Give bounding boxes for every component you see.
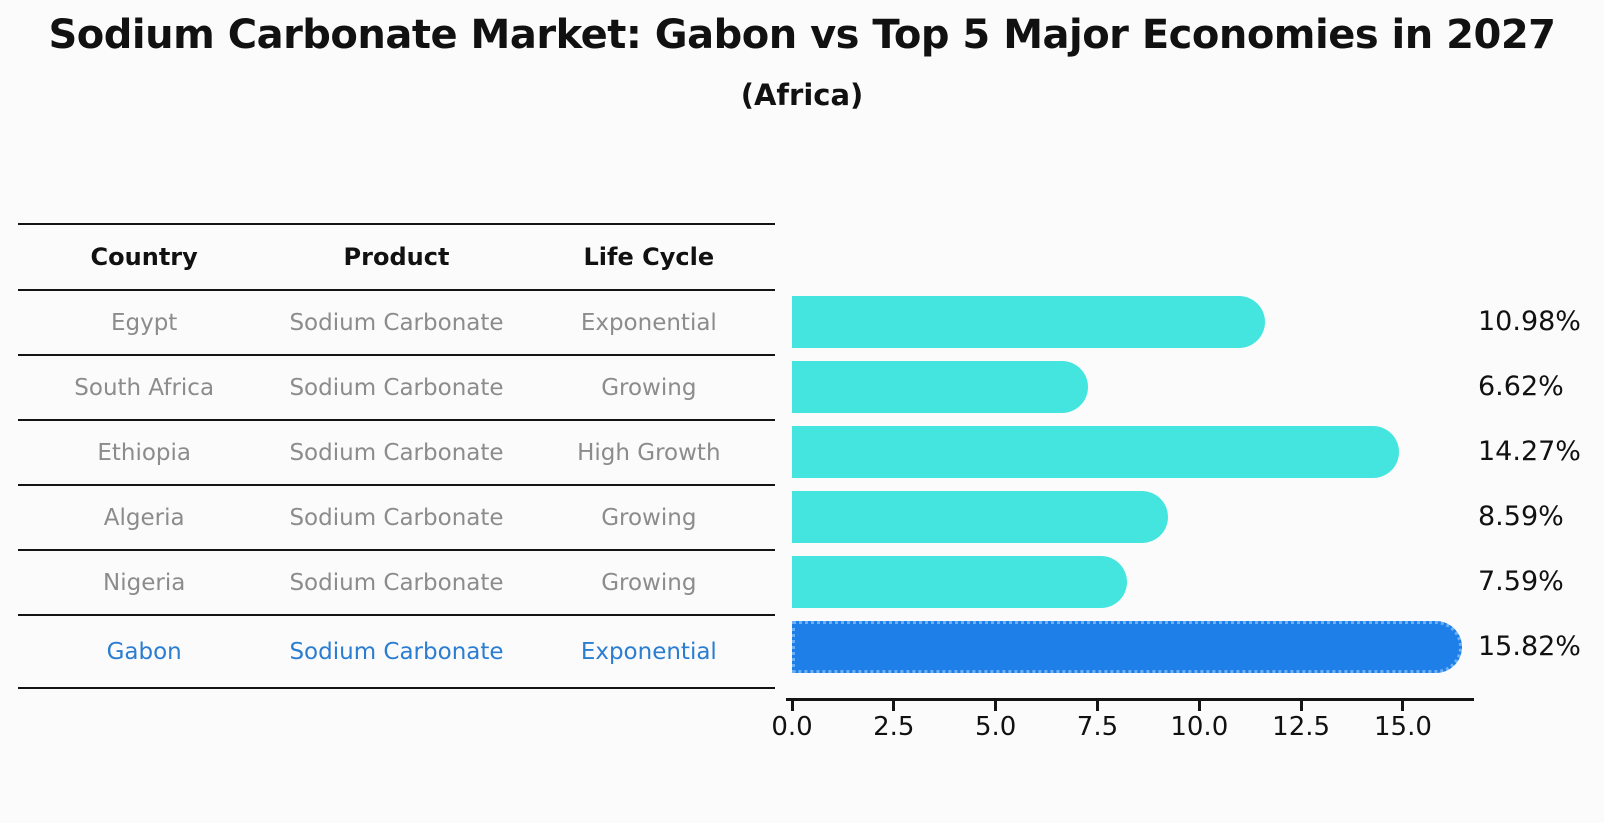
x-axis-tick-label: 0.0 [771, 712, 813, 742]
x-axis-tick-label: 15.0 [1373, 712, 1432, 742]
table-cell-life-cycle: Growing [601, 504, 697, 531]
bar-value-label: 14.27% [1478, 436, 1581, 467]
x-axis-tick [892, 701, 896, 711]
table-cell-country: Algeria [103, 504, 185, 531]
table-cell-life-cycle: Growing [601, 569, 697, 596]
x-axis-tick [1197, 701, 1201, 711]
x-axis-tick-label: 7.5 [1076, 712, 1119, 742]
x-axis-tick [790, 701, 794, 711]
x-axis-tick-label: 10.0 [1170, 712, 1229, 742]
bar [792, 361, 1088, 413]
table-row: Gabon Sodium Carbonate Exponential [18, 616, 775, 689]
bar-value-label: 15.82% [1478, 631, 1581, 662]
country-table: Country Product Life Cycle Egypt Sodium C… [18, 223, 775, 689]
x-axis-tick-label: 5.0 [974, 712, 1017, 742]
table-cell-product: Sodium Carbonate [289, 374, 504, 401]
bar-value-label: 7.59% [1478, 566, 1564, 597]
table-row: Egypt Sodium Carbonate Exponential [18, 291, 775, 356]
table-cell-product: Sodium Carbonate [289, 569, 504, 596]
bar-gabon-highlight [792, 621, 1462, 673]
x-axis-line [786, 698, 1474, 701]
table-row: Algeria Sodium Carbonate Growing [18, 486, 775, 551]
header-cell-product: Product [343, 243, 450, 271]
header-cell-country: Country [90, 243, 198, 271]
x-axis-tick [1095, 701, 1099, 711]
chart-title: Sodium Carbonate Market: Gabon vs Top 5 … [48, 12, 1557, 58]
table-cell-country: Egypt [110, 309, 178, 336]
chart-subtitle: (Africa) [740, 78, 864, 112]
table-cell-product: Sodium Carbonate [289, 504, 504, 531]
table-cell-country: Gabon [106, 638, 182, 665]
x-axis-tick-label: 2.5 [873, 712, 915, 742]
table-cell-product: Sodium Carbonate [289, 309, 504, 336]
x-axis-tick [1401, 701, 1405, 711]
table-cell-product: Sodium Carbonate [289, 638, 504, 665]
bar-value-label: 10.98% [1478, 306, 1581, 337]
x-axis-tick [994, 701, 998, 711]
bar [792, 491, 1168, 543]
table-header-row: Country Product Life Cycle [18, 225, 775, 291]
table-row: South Africa Sodium Carbonate Growing [18, 356, 775, 421]
bar [792, 426, 1399, 478]
x-axis-tick [1299, 701, 1303, 711]
header-cell-life-cycle: Life Cycle [583, 243, 715, 271]
table-cell-life-cycle: High Growth [577, 439, 721, 466]
table-cell-country: South Africa [74, 374, 215, 401]
x-axis-tick-label: 12.5 [1272, 712, 1331, 742]
table-cell-country: Ethiopia [97, 439, 191, 466]
table-cell-life-cycle: Growing [601, 374, 697, 401]
bar-value-label: 8.59% [1478, 501, 1564, 532]
table-cell-country: Nigeria [103, 569, 186, 596]
table-cell-product: Sodium Carbonate [289, 439, 504, 466]
table-cell-life-cycle: Exponential [580, 638, 717, 665]
bar-value-label: 6.62% [1478, 371, 1564, 402]
table-row: Nigeria Sodium Carbonate Growing [18, 551, 775, 616]
table-row: Ethiopia Sodium Carbonate High Growth [18, 421, 775, 486]
table-cell-life-cycle: Exponential [580, 309, 717, 336]
bar [792, 296, 1265, 348]
bar [792, 556, 1127, 608]
